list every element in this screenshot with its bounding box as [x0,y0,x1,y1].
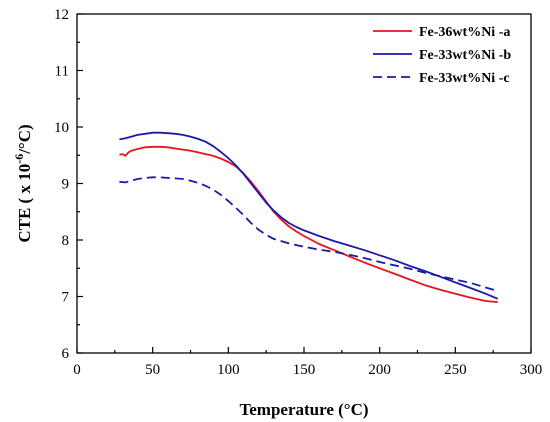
y-tick-label: 6 [62,346,70,362]
series-line [119,145,498,303]
x-tick-label: 50 [145,362,160,378]
plot-frame [76,13,532,354]
x-axis: 0 50 100 150 200 250 300 [73,347,542,378]
y-tick-label: 7 [62,290,70,306]
y-tick-label: 10 [54,120,69,136]
y-axis-title-main: CTE ( x 10 [15,164,34,243]
y-axis-title-unit: /°C) [15,124,34,154]
y-tick-label: 8 [62,233,70,249]
y-tick-label: 9 [62,177,70,193]
y-axis-title: CTE ( x 10-6/°C) [12,124,34,242]
y-tick-label: 12 [54,7,69,23]
x-tick-label: 100 [217,362,240,378]
legend-label: Fe-33wt%Ni -c [419,71,510,86]
x-tick-label: 250 [444,362,467,378]
legend-label: Fe-33wt%Ni -b [419,48,511,63]
series-line [119,176,498,292]
x-tick-label: 300 [520,362,543,378]
y-axis-title-exponent: -6 [12,154,26,164]
x-axis-title: Temperature (°C) [239,400,368,419]
x-tick-label: 0 [73,362,81,378]
legend: Fe-36wt%Ni -a Fe-33wt%Ni -b Fe-33wt%Ni -c [373,25,511,86]
x-tick-label: 200 [368,362,391,378]
series-line [119,131,499,300]
y-tick-label: 11 [55,64,69,80]
x-tick-label: 150 [293,362,316,378]
series-lines [119,131,499,303]
legend-label: Fe-36wt%Ni -a [419,25,510,40]
y-axis: 6 7 8 9 10 11 12 [54,7,83,362]
